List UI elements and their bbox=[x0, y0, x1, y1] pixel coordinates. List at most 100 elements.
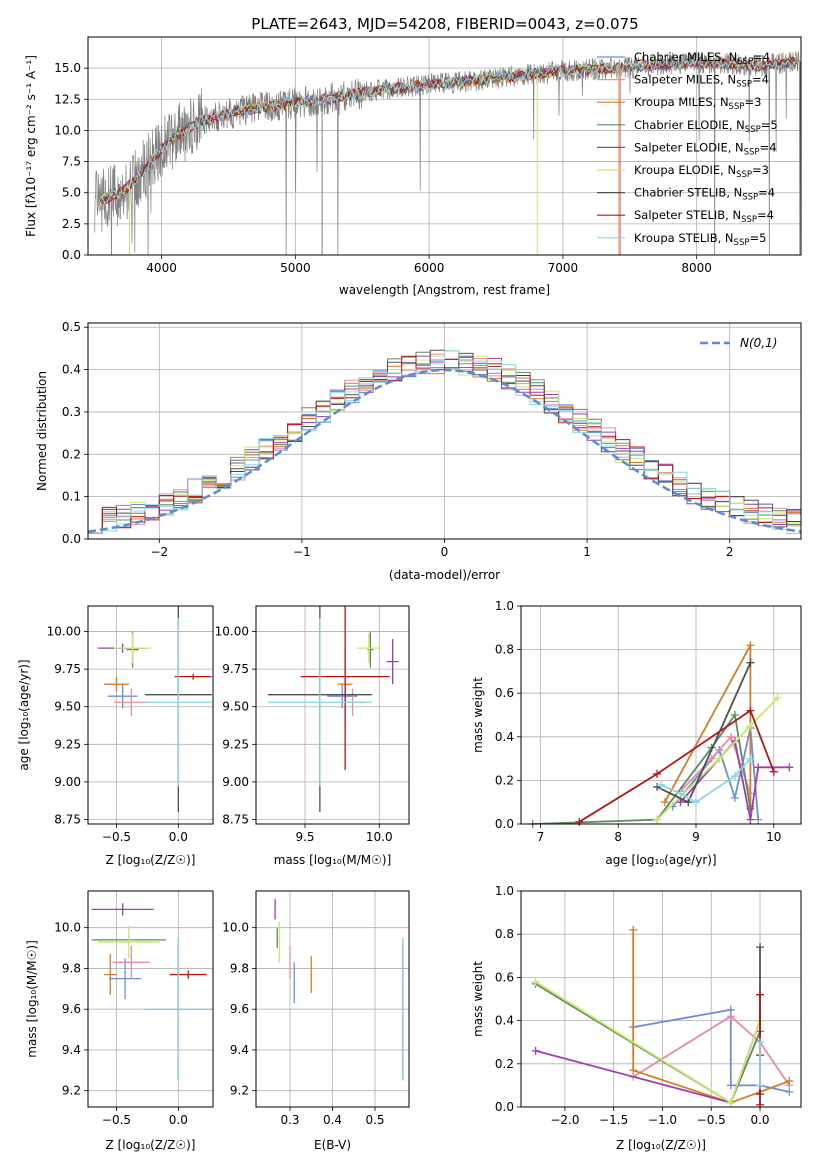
y-tick-label: 0.5 bbox=[62, 320, 81, 334]
y-tick-label: 9.00 bbox=[54, 775, 81, 789]
y-tick-label: 0.2 bbox=[62, 447, 81, 461]
x-tick-label: 6000 bbox=[414, 261, 445, 275]
age-vs-mass-panel: 9.5 10.0 8.75 9.00 9.25 9.50 9.75 10.00 mass [lo… bbox=[215, 605, 410, 867]
y-tick-label: 0.1 bbox=[62, 490, 81, 504]
gaussian-curve bbox=[88, 368, 801, 533]
x-tick-label: 9.5 bbox=[295, 830, 314, 844]
legend-label: Kroupa STELIB, NSSP=5 bbox=[634, 231, 766, 248]
weight-marker bbox=[730, 772, 739, 781]
weight-marker bbox=[676, 798, 685, 807]
x-tick-label: −2.0 bbox=[550, 1113, 579, 1127]
x-tick-label: 1 bbox=[583, 545, 591, 559]
y-axis-label: mass weight bbox=[471, 961, 485, 1037]
x-tick-label: 7 bbox=[537, 830, 545, 844]
age-vs-metallicity-panel: −0.5 0.0 8.75 9.00 9.25 9.50 9.75 10.00 Z [log₁₀… bbox=[17, 605, 214, 867]
x-axis-label: age [log₁₀(age/yr)] bbox=[605, 853, 716, 867]
y-tick-label: 10.0 bbox=[222, 921, 249, 935]
spectrum-panel: 4000 5000 6000 7000 8000 0.0 2.5 5.0 7.5 10.0 12.5… bbox=[24, 36, 802, 297]
weight-marker bbox=[746, 754, 755, 763]
y-tick-label: 15.0 bbox=[54, 61, 81, 75]
weight-marker bbox=[653, 769, 662, 778]
weight-marker bbox=[629, 1066, 638, 1075]
weight-marker bbox=[531, 1046, 540, 1055]
mass-vs-ebv-panel: 0.3 0.4 0.5 9.2 9.4 9.6 9.8 10.0 E(B-V) bbox=[222, 890, 410, 1152]
x-tick-label: 2 bbox=[726, 545, 734, 559]
x-tick-label: −1.5 bbox=[599, 1113, 628, 1127]
y-tick-label: 10.0 bbox=[54, 123, 81, 137]
x-tick-label: 4000 bbox=[146, 261, 177, 275]
y-tick-label: 9.4 bbox=[230, 1043, 249, 1057]
y-tick-label: 9.50 bbox=[222, 700, 249, 714]
x-tick-label: 8000 bbox=[681, 261, 712, 275]
weight-line bbox=[532, 712, 752, 824]
weight-marker bbox=[785, 1077, 794, 1086]
weight-marker bbox=[726, 1098, 735, 1107]
x-tick-label: 0.0 bbox=[169, 1113, 188, 1127]
y-tick-label: 0.4 bbox=[495, 730, 514, 744]
y-tick-label: 10.00 bbox=[215, 625, 249, 639]
x-tick-label: 0.5 bbox=[365, 1113, 384, 1127]
y-tick-label: 10.00 bbox=[47, 625, 81, 639]
y-tick-label: 9.25 bbox=[222, 737, 249, 751]
weight-marker bbox=[746, 658, 755, 667]
weight-marker bbox=[730, 793, 739, 802]
y-axis-label: age [log₁₀(age/yr)] bbox=[17, 659, 31, 770]
legend-label: Salpeter STELIB, NSSP=4 bbox=[634, 208, 774, 225]
y-tick-label: 9.00 bbox=[222, 775, 249, 789]
y-axis-label: mass [log₁₀(M/M☉)] bbox=[25, 940, 39, 1058]
weight-marker bbox=[756, 1081, 765, 1090]
x-tick-label: 8 bbox=[614, 830, 622, 844]
x-tick-label: 7000 bbox=[548, 261, 579, 275]
weight-marker bbox=[692, 798, 700, 807]
weight-vs-metallicity-panel: −2.0 −1.5 −1.0 −0.5 0.0 0.0 0.2 0.4 0.6 0.8 1.0 Z [… bbox=[471, 884, 802, 1152]
legend-label: Kroupa ELODIE, NSSP=3 bbox=[634, 163, 769, 180]
y-tick-label: 9.8 bbox=[62, 961, 81, 975]
x-tick-label: −0.5 bbox=[102, 830, 131, 844]
y-tick-label: 9.2 bbox=[62, 1084, 81, 1098]
x-axis-label: (data-model)/error bbox=[389, 568, 500, 582]
legend-label: N(0,1) bbox=[740, 336, 777, 350]
axes-frame bbox=[520, 890, 802, 1108]
y-tick-label: 8.75 bbox=[222, 812, 249, 826]
weight-line bbox=[632, 1015, 791, 1086]
y-tick-label: 2.5 bbox=[62, 217, 81, 231]
weight-marker bbox=[684, 798, 693, 807]
weight-vs-age-panel: 7 8 9 10 0.0 0.2 0.4 0.6 0.8 1.0 age [log₁₀(age/yr… bbox=[471, 599, 802, 867]
axes-frame bbox=[87, 322, 802, 540]
weight-marker bbox=[727, 732, 735, 741]
y-tick-label: 1.0 bbox=[495, 884, 514, 898]
legend-label: Chabrier ELODIE, NSSP=5 bbox=[634, 118, 778, 135]
axes-frame bbox=[520, 605, 802, 825]
weight-marker bbox=[707, 754, 716, 763]
axes-frame bbox=[87, 605, 214, 825]
y-tick-label: 8.75 bbox=[54, 812, 81, 826]
x-tick-label: 9 bbox=[692, 830, 700, 844]
weight-marker bbox=[629, 925, 638, 934]
y-tick-label: 0.3 bbox=[62, 405, 81, 419]
axes-frame bbox=[255, 890, 410, 1108]
residuals-panel: −2 −1 0 1 2 0.0 0.1 0.2 0.3 0.4 0.5 N(0,1) (data-mod… bbox=[35, 320, 802, 582]
axes-frame bbox=[87, 890, 214, 1108]
y-axis-label: mass weight bbox=[471, 677, 485, 753]
weight-marker bbox=[785, 763, 794, 772]
legend-label: Chabrier MILES, NSSP=4 bbox=[634, 50, 770, 67]
weight-marker bbox=[726, 1012, 735, 1021]
y-tick-label: 0.0 bbox=[495, 1100, 514, 1114]
x-tick-label: −2 bbox=[150, 545, 168, 559]
x-tick-label: 10 bbox=[766, 830, 781, 844]
weight-marker bbox=[756, 1100, 765, 1109]
x-tick-label: 0.0 bbox=[169, 830, 188, 844]
y-tick-label: 5.0 bbox=[62, 186, 81, 200]
y-tick-label: 9.50 bbox=[54, 700, 81, 714]
weight-marker bbox=[653, 815, 662, 824]
y-tick-label: 0.0 bbox=[62, 532, 81, 546]
weight-marker bbox=[773, 693, 782, 702]
x-tick-label: 0.3 bbox=[280, 1113, 299, 1127]
y-tick-label: 9.75 bbox=[54, 662, 81, 676]
legend-label: Chabrier STELIB, NSSP=4 bbox=[634, 186, 775, 203]
weight-marker bbox=[730, 711, 739, 719]
residual-histogram bbox=[88, 350, 801, 539]
weight-marker bbox=[746, 815, 755, 824]
y-tick-label: 0.2 bbox=[495, 773, 514, 787]
